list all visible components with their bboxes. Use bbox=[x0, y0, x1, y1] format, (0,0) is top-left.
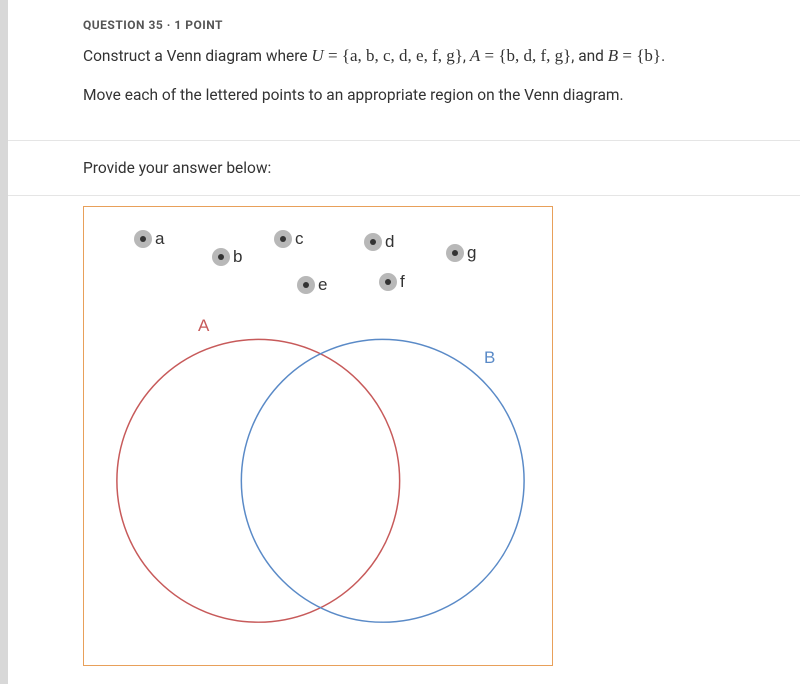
circle-A bbox=[117, 339, 400, 622]
set-B-members: {b} bbox=[636, 46, 661, 65]
question-header: QUESTION 35 · 1 POINT bbox=[8, 0, 800, 42]
answer-prompt: Provide your answer below: bbox=[8, 141, 800, 195]
point-label: f bbox=[400, 272, 405, 292]
point-label: d bbox=[385, 232, 394, 252]
sidebar-strip bbox=[0, 0, 8, 684]
point-e[interactable]: e bbox=[297, 275, 327, 295]
point-g[interactable]: g bbox=[446, 243, 476, 263]
point-label: g bbox=[467, 243, 476, 263]
separator: · bbox=[167, 18, 171, 32]
point-marker-icon bbox=[274, 230, 292, 248]
set-U-members: {a, b, c, d, e, f, g} bbox=[342, 46, 463, 65]
point-dot-icon bbox=[303, 282, 309, 288]
point-dot-icon bbox=[370, 239, 376, 245]
diagram-container: A B a b c d e f g bbox=[8, 196, 800, 666]
point-dot-icon bbox=[280, 236, 286, 242]
point-f[interactable]: f bbox=[379, 272, 405, 292]
circle-A-label: A bbox=[198, 316, 209, 336]
set-U-symbol: U bbox=[311, 46, 323, 65]
question-instruction: Move each of the lettered points to an a… bbox=[83, 83, 725, 108]
venn-universe-box[interactable]: A B a b c d e f g bbox=[83, 206, 553, 666]
point-dot-icon bbox=[452, 250, 458, 256]
point-marker-icon bbox=[212, 248, 230, 266]
main-content: QUESTION 35 · 1 POINT Construct a Venn d… bbox=[8, 0, 800, 684]
point-b[interactable]: b bbox=[212, 247, 242, 267]
point-label: e bbox=[318, 275, 327, 295]
question-text-line1: Construct a Venn diagram where U = {a, b… bbox=[83, 42, 725, 69]
set-B-symbol: B bbox=[608, 46, 618, 65]
point-marker-icon bbox=[446, 244, 464, 262]
point-marker-icon bbox=[134, 230, 152, 248]
set-A-symbol: A bbox=[470, 46, 480, 65]
point-marker-icon bbox=[379, 273, 397, 291]
point-marker-icon bbox=[297, 276, 315, 294]
circle-B-label: B bbox=[484, 348, 495, 368]
point-c[interactable]: c bbox=[274, 229, 304, 249]
question-points: 1 POINT bbox=[174, 18, 223, 32]
point-dot-icon bbox=[140, 236, 146, 242]
point-dot-icon bbox=[218, 254, 224, 260]
point-label: c bbox=[295, 229, 304, 249]
point-a[interactable]: a bbox=[134, 229, 164, 249]
question-body: Construct a Venn diagram where U = {a, b… bbox=[8, 42, 800, 140]
point-label: a bbox=[155, 229, 164, 249]
point-marker-icon bbox=[364, 233, 382, 251]
circle-B bbox=[241, 339, 524, 622]
set-A-members: {b, d, f, g} bbox=[498, 46, 571, 65]
point-label: b bbox=[233, 247, 242, 267]
point-dot-icon bbox=[385, 279, 391, 285]
question-number: QUESTION 35 bbox=[83, 18, 163, 32]
point-d[interactable]: d bbox=[364, 232, 394, 252]
